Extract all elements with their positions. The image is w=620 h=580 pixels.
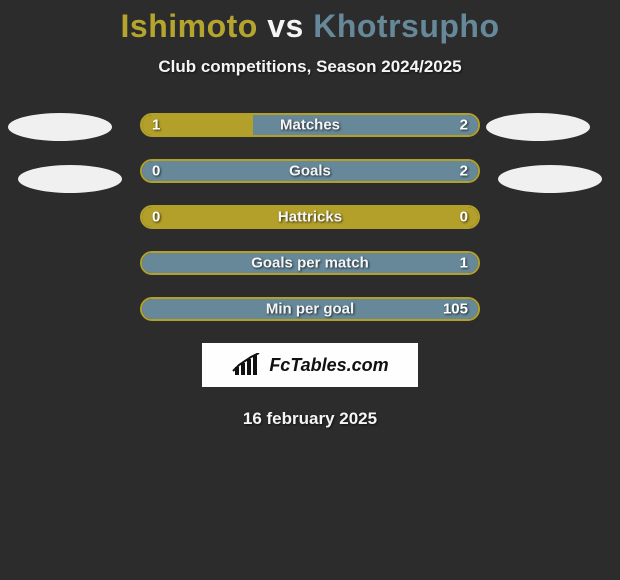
stat-value-right: 1	[460, 255, 468, 272]
vs-text: vs	[267, 8, 304, 44]
stat-value-right: 105	[443, 301, 468, 318]
page-title: Ishimoto vs Khotrsupho	[0, 0, 620, 45]
stat-row: 02Goals	[140, 159, 480, 183]
stat-fill-right	[142, 299, 478, 319]
subtitle: Club competitions, Season 2024/2025	[0, 57, 620, 77]
stat-value-left: 0	[152, 163, 160, 180]
stat-fill-right	[142, 253, 478, 273]
stat-value-right: 0	[460, 209, 468, 226]
player2-name: Khotrsupho	[313, 8, 499, 44]
stat-row: 105Min per goal	[140, 297, 480, 321]
stats-area: 12Matches02Goals00Hattricks1Goals per ma…	[0, 113, 620, 321]
stat-fill-right	[253, 115, 478, 135]
stat-fill-left	[142, 207, 478, 227]
decorative-ellipse	[498, 165, 602, 193]
decorative-ellipse	[486, 113, 590, 141]
brand-chart-icon	[231, 353, 263, 377]
brand-badge: FcTables.com	[202, 343, 418, 387]
stat-row: 1Goals per match	[140, 251, 480, 275]
stat-value-left: 1	[152, 117, 160, 134]
comparison-infographic: Ishimoto vs Khotrsupho Club competitions…	[0, 0, 620, 580]
stat-row: 12Matches	[140, 113, 480, 137]
brand-text: FcTables.com	[269, 355, 388, 376]
stat-row: 00Hattricks	[140, 205, 480, 229]
decorative-ellipse	[8, 113, 112, 141]
player1-name: Ishimoto	[121, 8, 258, 44]
date-text: 16 february 2025	[0, 409, 620, 429]
stat-value-right: 2	[460, 163, 468, 180]
stat-value-left: 0	[152, 209, 160, 226]
decorative-ellipse	[18, 165, 122, 193]
stat-fill-right	[142, 161, 478, 181]
stat-value-right: 2	[460, 117, 468, 134]
